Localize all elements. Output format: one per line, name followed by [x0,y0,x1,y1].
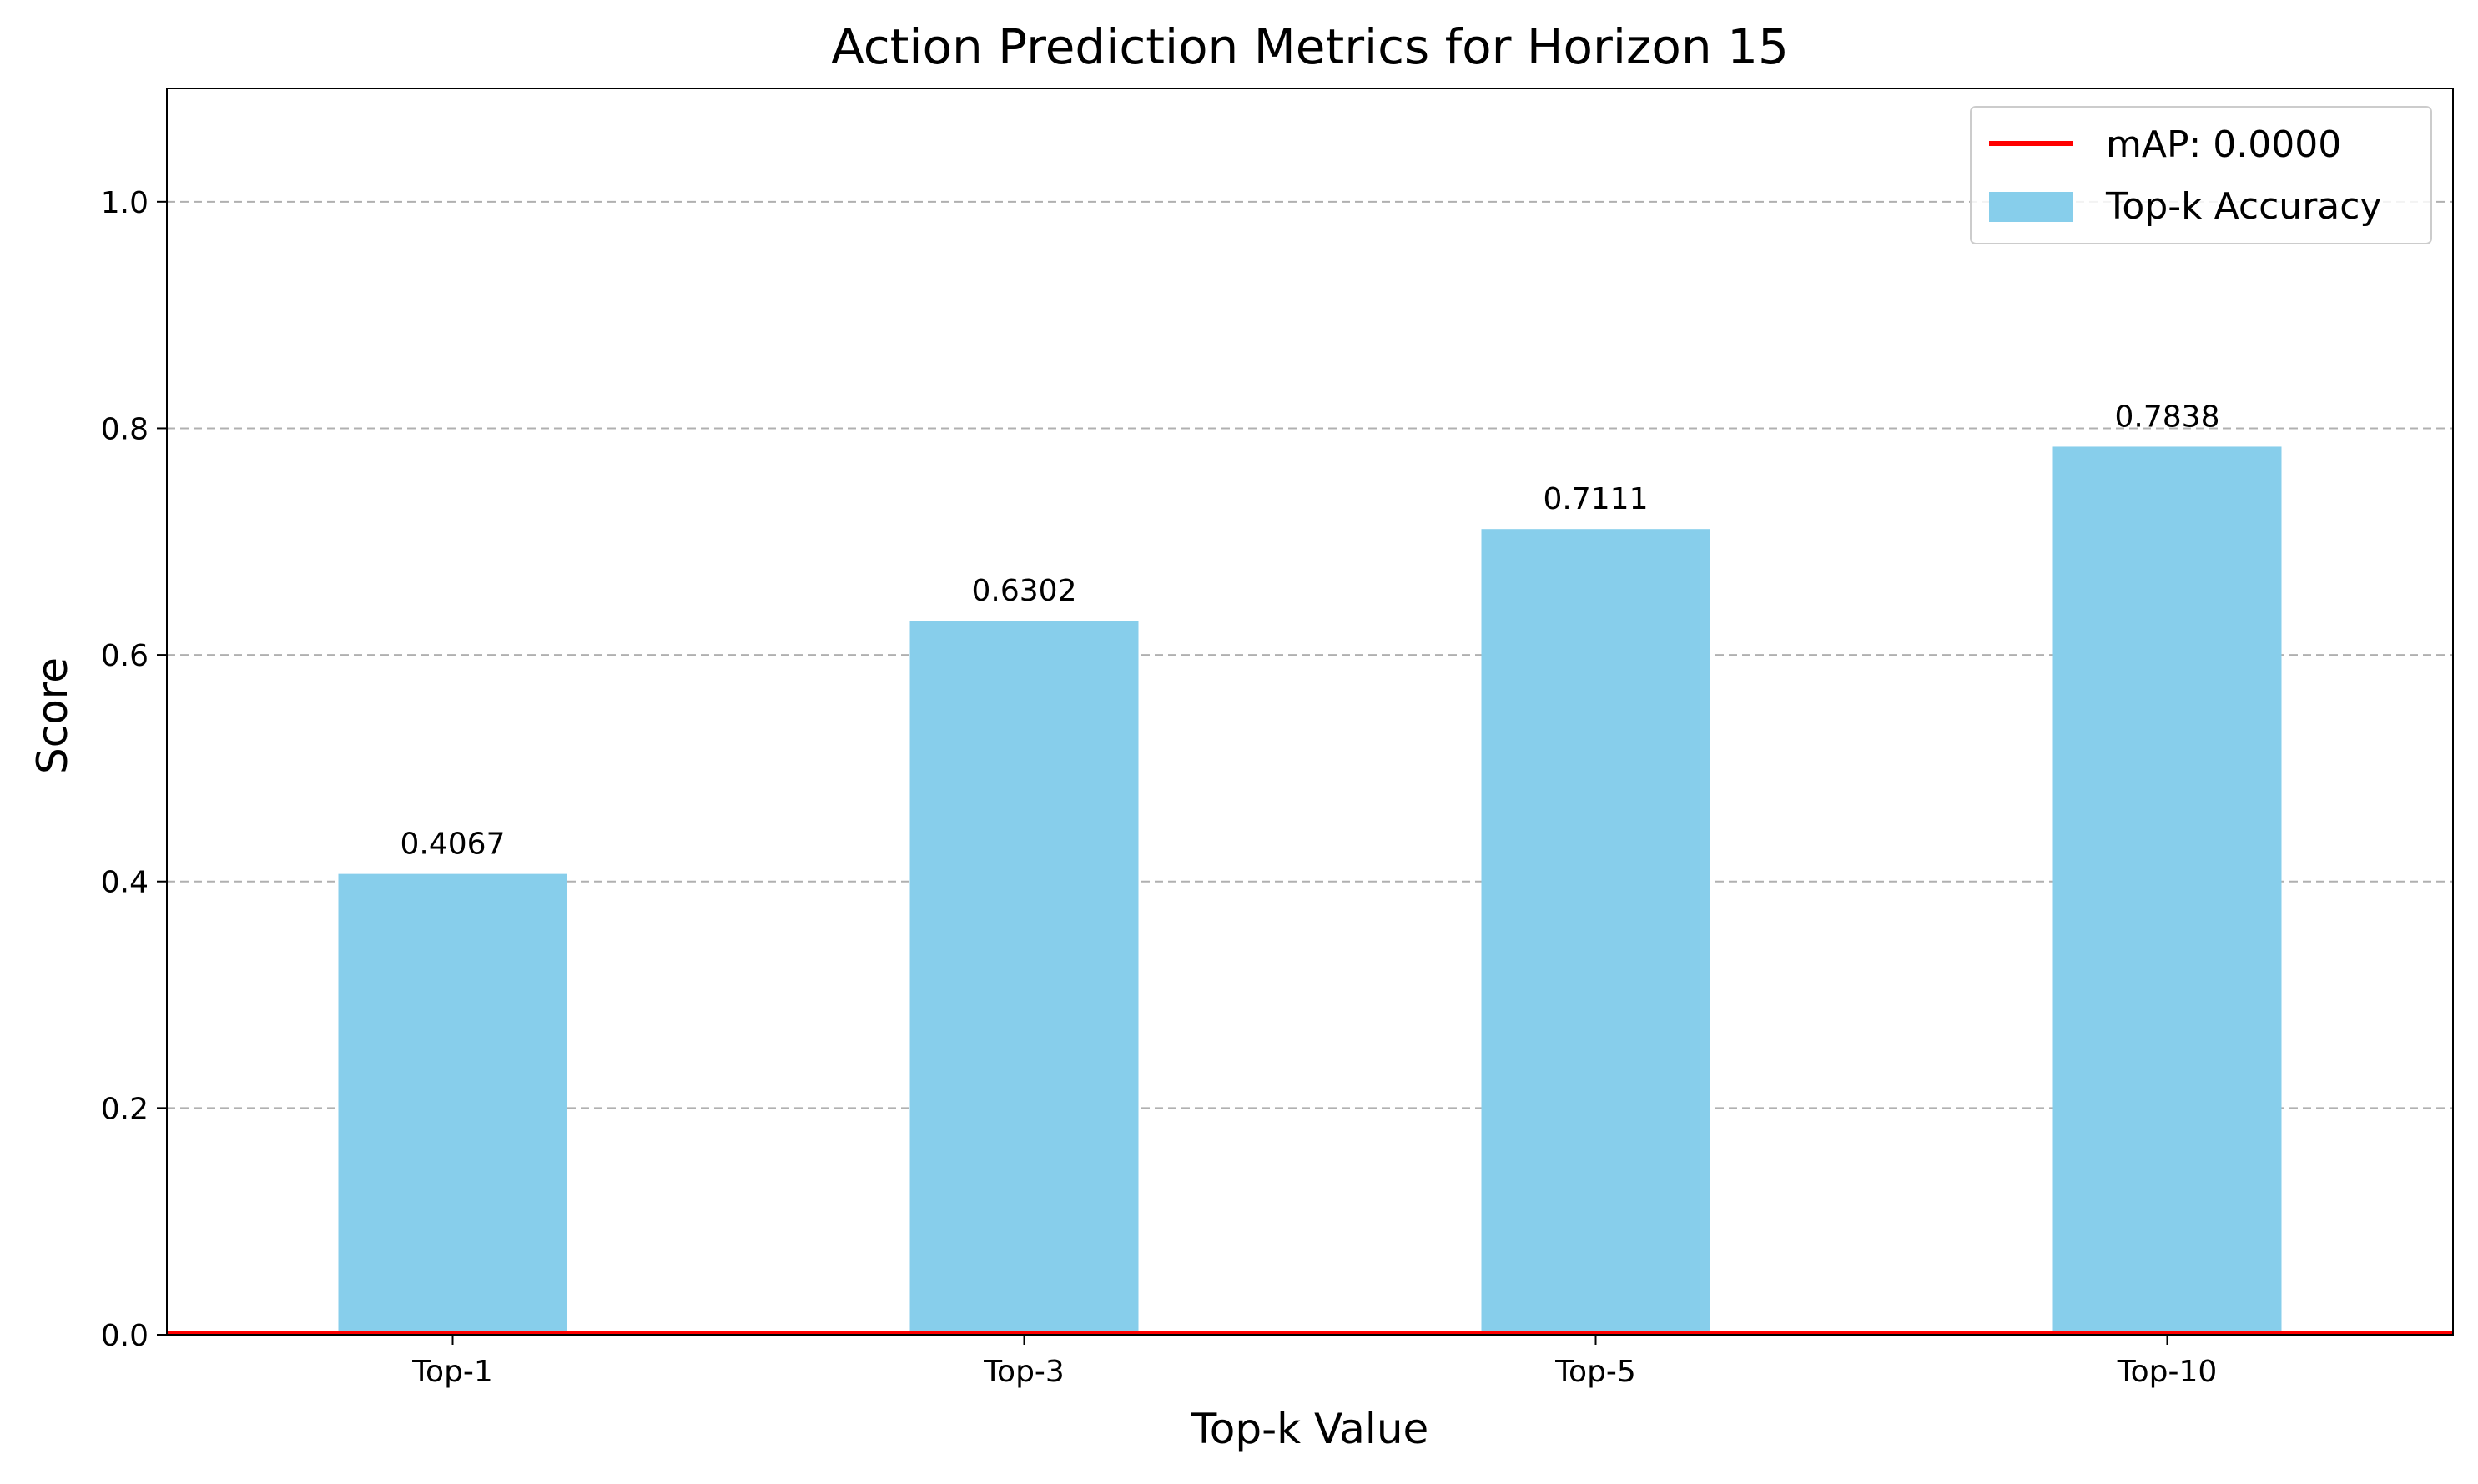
chart-title: Action Prediction Metrics for Horizon 15 [831,18,1789,75]
y-tick-label: 0.4 [101,866,149,900]
bar-top-5 [1481,529,1710,1335]
y-tick-label: 0.0 [101,1319,149,1353]
bars [338,446,2282,1336]
legend-box [1970,106,2432,244]
plot-frame [166,88,2454,1336]
y-axis-ticks: 0.0 0.2 0.4 0.6 0.8 1.0 [101,186,167,1353]
legend: mAP: 0.0000 Top-k Accuracy [1970,106,2432,244]
data-label: 0.6302 [972,574,1077,608]
x-axis-label: Top-k Value [1191,1405,1429,1453]
x-tick-label: Top-1 [411,1355,493,1389]
data-label: 0.7111 [1544,482,1649,516]
legend-accuracy-swatch [1989,192,2073,222]
bar-top-3 [909,621,1139,1335]
y-axis-label: Score [28,657,77,774]
data-label: 0.7838 [2115,400,2220,434]
bar-top-1 [338,873,567,1335]
x-tick-label: Top-3 [983,1355,1065,1389]
y-tick-label: 0.8 [101,412,149,446]
data-labels: 0.4067 0.6302 0.7111 0.7838 [400,400,2220,861]
x-axis-ticks: Top-1 Top-3 Top-5 Top-10 [411,1335,2217,1389]
x-tick-label: Top-5 [1554,1355,1636,1389]
y-tick-label: 0.2 [101,1092,149,1126]
bar-top-10 [2052,446,2282,1336]
y-tick-label: 0.6 [101,639,149,673]
data-label: 0.4067 [400,828,506,862]
x-tick-label: Top-10 [2117,1355,2218,1389]
legend-map-label: mAP: 0.0000 [2106,123,2341,166]
legend-accuracy-label: Top-k Accuracy [2105,185,2381,228]
y-tick-label: 1.0 [101,186,149,220]
